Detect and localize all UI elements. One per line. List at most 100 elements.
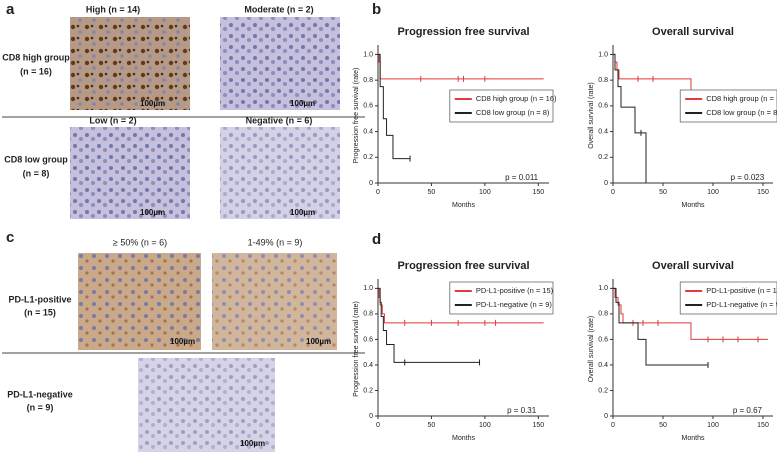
scale-bar: 100µm [170,337,195,346]
x-tick-label: 50 [659,422,667,429]
histology-image [78,253,201,350]
histology-image [70,17,190,110]
row-label: PD-L1-negative [7,389,73,399]
chart-title: Progression free survival [397,26,529,38]
survival-curve [613,287,708,366]
legend-label: PD-L1-negative (n = 9) [706,300,777,309]
chart-title: Overall survival [652,26,734,38]
y-tick-label: 0.4 [598,362,608,369]
x-tick-label: 100 [479,189,491,196]
column-title: ≥ 50% (n = 6) [113,237,167,247]
p-value: p = 0.67 [733,406,763,415]
x-tick-label: 150 [757,189,769,196]
panel-label: a [6,1,15,18]
y-tick-label: 0.8 [598,311,608,318]
y-tick-label: 1.0 [363,51,373,58]
scale-bar: 100µm [306,337,331,346]
y-tick-label: 0.2 [598,154,608,161]
histology-image [220,17,340,110]
scale-bar: 100µm [140,208,165,217]
p-value: p = 0.31 [507,406,537,415]
histology-image [138,358,275,452]
panel-label: c [6,229,14,246]
y-tick-label: 0.8 [598,77,608,84]
panel-label: b [372,1,381,18]
row-label: (n = 16) [20,66,52,76]
p-value: p = 0.023 [731,173,765,182]
y-tick-label: 1.0 [598,285,608,292]
column-title: Moderate (n = 2) [244,4,313,14]
survival-curve [613,53,768,94]
scale-bar: 100µm [240,439,265,448]
legend-box [449,281,554,315]
legend-label: PD-L1-negative (n = 9) [476,300,553,309]
y-tick-label: 0.2 [363,387,373,394]
y-tick-label: 1.0 [598,51,608,58]
legend-box [449,89,554,123]
x-tick-label: 50 [428,422,436,429]
legend-label: CD8 low group (n = 8) [706,108,777,117]
x-axis-label: Months [682,202,705,209]
y-axis-label: Progression free survival (rate) [353,68,360,164]
x-tick-label: 0 [611,422,615,429]
y-tick-label: 0.8 [363,311,373,318]
panel-label: d [372,231,381,248]
x-axis-label: Months [452,202,475,209]
x-tick-label: 0 [611,189,615,196]
histology-image [70,127,190,219]
y-tick-label: 0 [369,413,373,420]
legend-box [679,89,777,123]
y-tick-label: 0.6 [363,103,373,110]
y-tick-label: 0.2 [598,387,608,394]
y-axis-label: Progression free survival (rate) [353,301,360,397]
survival-curve [378,53,544,80]
y-axis-label: Overall survival (rate) [588,316,595,383]
x-tick-label: 100 [707,422,719,429]
y-tick-label: 0 [604,180,608,187]
x-tick-label: 150 [532,422,544,429]
chart-title: Overall survival [652,260,734,272]
scale-bar: 100µm [290,99,315,108]
y-tick-label: 0.8 [363,77,373,84]
legend-label: PD-L1-positive (n = 15) [476,286,554,295]
legend-label: CD8 high group (n = 16) [476,94,557,103]
y-tick-label: 0.4 [363,362,373,369]
legend-box [679,281,777,315]
survival-curve [613,53,647,183]
x-tick-label: 150 [757,422,769,429]
survival-curve [613,287,768,340]
x-tick-label: 150 [532,189,544,196]
row-label: PD-L1-positive [8,294,71,304]
histology-image [212,253,337,350]
y-tick-label: 0.4 [363,128,373,135]
y-tick-label: 0 [604,413,608,420]
row-label: (n = 8) [23,168,50,178]
y-axis-label: Overall survival (rate) [588,82,595,149]
x-tick-label: 100 [479,422,491,429]
histology-image [220,127,340,219]
scale-bar: 100µm [290,208,315,217]
x-tick-label: 0 [376,189,380,196]
legend-label: PD-L1-positive (n = 15) [706,286,777,295]
y-tick-label: 1.0 [363,285,373,292]
row-label: CD8 low group [4,154,68,164]
column-title: High (n = 14) [86,4,140,14]
y-tick-label: 0.6 [598,103,608,110]
x-tick-label: 50 [659,189,667,196]
x-tick-label: 50 [428,189,436,196]
column-title: Negative (n = 6) [246,115,313,125]
y-tick-label: 0.4 [598,128,608,135]
x-axis-label: Months [682,435,705,442]
y-tick-label: 0.6 [598,336,608,343]
column-title: 1-49% (n = 9) [248,237,303,247]
row-label: (n = 9) [27,402,54,412]
legend-label: CD8 low group (n = 8) [476,108,550,117]
y-tick-label: 0.2 [363,154,373,161]
survival-curve [378,287,480,363]
y-tick-label: 0.6 [363,336,373,343]
column-title: Low (n = 2) [89,115,136,125]
row-label: CD8 high group [2,52,70,62]
y-tick-label: 0 [369,180,373,187]
